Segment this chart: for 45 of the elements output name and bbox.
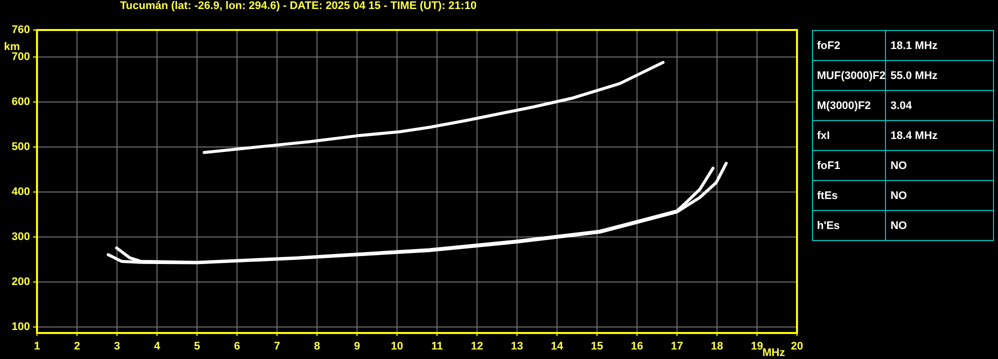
x-tick-label: 9 xyxy=(354,340,360,353)
y-axis-title: km xyxy=(4,41,20,53)
x-tick-label: 6 xyxy=(234,340,240,353)
text: foF1 xyxy=(812,150,886,180)
text: M(3000)F2 xyxy=(812,90,886,120)
x-tick-label: 17 xyxy=(670,340,684,353)
x-tick-label: 4 xyxy=(154,340,161,353)
x-tick-label: 16 xyxy=(630,340,644,353)
x-tick-label: 18 xyxy=(710,340,724,353)
y-tick-label: 500 xyxy=(12,141,30,154)
text: ftEs xyxy=(812,180,886,210)
x-tick-label: 3 xyxy=(114,340,120,353)
x-tick-label: 10 xyxy=(390,340,404,353)
text: NO xyxy=(886,180,994,210)
text: 18.4 MHz xyxy=(886,120,994,150)
text: NO xyxy=(886,210,994,240)
x-axis-title: MHz xyxy=(762,347,786,359)
y-tick-label: 200 xyxy=(12,276,30,288)
y-tick-label: 100 xyxy=(12,321,30,334)
text: 55.0 MHz xyxy=(886,60,994,90)
x-tick-label: 20 xyxy=(790,340,804,353)
x-tick-label: 13 xyxy=(510,340,524,353)
x-tick-label: 2 xyxy=(74,340,80,353)
chart-title: Tucumán (lat: -26.9, lon: 294.6) - DATE: 2025 04 15 - TIME (UT): 21:10 xyxy=(120,0,477,12)
text: NO xyxy=(886,150,994,180)
x-tick-label: 8 xyxy=(314,340,320,353)
text: MUF(3000)F2 xyxy=(812,60,886,90)
x-tick-label: 11 xyxy=(431,340,443,353)
text: foF2 xyxy=(812,30,886,60)
text: 3.04 xyxy=(886,90,994,120)
y-tick-label: 400 xyxy=(12,186,30,198)
y-tick-label: 300 xyxy=(12,231,30,244)
x-tick-label: 19 xyxy=(750,340,764,353)
x-tick-label: 7 xyxy=(274,340,280,353)
text: fxI xyxy=(812,120,886,150)
x-tick-label: 1 xyxy=(34,340,40,353)
text: 18.1 MHz xyxy=(886,30,994,60)
x-tick-label: 12 xyxy=(470,340,484,353)
x-tick-label: 14 xyxy=(550,340,564,353)
y-tick-label: 700 xyxy=(12,51,30,64)
x-tick-label: 5 xyxy=(194,340,200,353)
y-tick-label: 760 xyxy=(12,24,30,36)
x-tick-label: 15 xyxy=(590,340,604,353)
y-tick-label: 600 xyxy=(12,96,30,108)
text: h'Es xyxy=(812,210,886,240)
